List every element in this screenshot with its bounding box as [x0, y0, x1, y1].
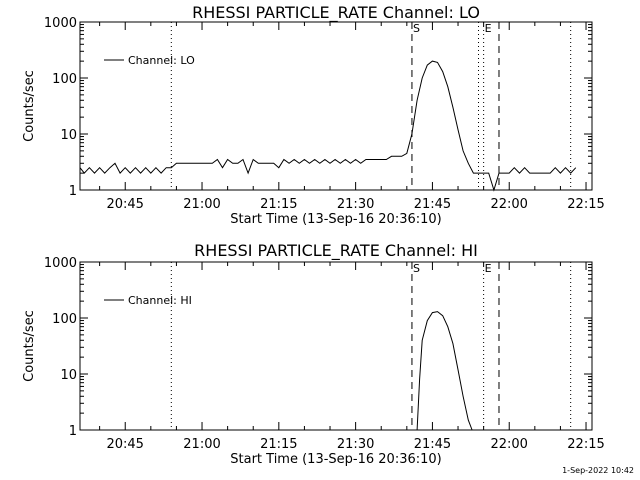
- chart-title: RHESSI PARTICLE_RATE Channel: HI: [194, 241, 478, 261]
- y-tick-label: 1: [69, 424, 77, 439]
- x-tick-label: 21:45: [414, 437, 451, 452]
- y-axis-label: Counts/sec: [22, 70, 37, 142]
- y-tick-label: 10: [60, 368, 77, 383]
- y-tick-label: 100: [52, 312, 77, 327]
- x-tick-label: 21:30: [337, 437, 374, 452]
- x-tick-label: 21:00: [183, 437, 220, 452]
- chart-panel-2: RHESSI PARTICLE_RATE Channel: HI 20:45 21:…: [22, 241, 605, 467]
- series-line-1: [79, 60, 577, 192]
- y-tick-label: 10: [60, 128, 77, 143]
- legend-label: Channel: LO: [128, 54, 195, 67]
- x-tick-label: 22:00: [490, 437, 527, 452]
- y-tick-label: 1000: [44, 256, 77, 271]
- marker-label-e: E: [485, 22, 492, 35]
- x-tick-label: 20:45: [106, 437, 143, 452]
- chart-title: RHESSI PARTICLE_RATE Channel: LO: [192, 3, 480, 23]
- marker-label-s: S: [413, 262, 420, 275]
- x-tick-label: 21:00: [183, 197, 220, 212]
- marker-label-e: E: [485, 262, 492, 275]
- y-axis-label: Counts/sec: [22, 310, 37, 382]
- x-axis-label: Start Time (13-Sep-16 20:36:10): [230, 212, 441, 227]
- y-tick-label: 1000: [44, 16, 77, 31]
- x-tick-label: 21:30: [337, 197, 374, 212]
- plot-frame: [79, 261, 593, 431]
- legend-label: Channel: HI: [128, 294, 192, 307]
- x-tick-label: 22:00: [490, 197, 527, 212]
- series-line-1: [416, 311, 473, 431]
- marker-label-s: S: [413, 22, 420, 35]
- x-tick-label: 22:15: [567, 437, 604, 452]
- y-tick-label: 1: [69, 184, 77, 199]
- x-tick-label: 21:15: [260, 437, 297, 452]
- x-tick-label: 21:45: [414, 197, 451, 212]
- x-tick-label: 20:45: [106, 197, 143, 212]
- x-tick-label: 21:15: [260, 197, 297, 212]
- chart-panel-1: RHESSI PARTICLE_RATE Channel: LO 20:45 21:…: [22, 3, 605, 227]
- y-tick-label: 100: [52, 72, 77, 87]
- timestamp: 1-Sep-2022 10:42: [562, 466, 634, 475]
- plot-frame: [79, 21, 593, 191]
- x-tick-label: 22:15: [567, 197, 604, 212]
- x-axis-label: Start Time (13-Sep-16 20:36:10): [230, 452, 441, 467]
